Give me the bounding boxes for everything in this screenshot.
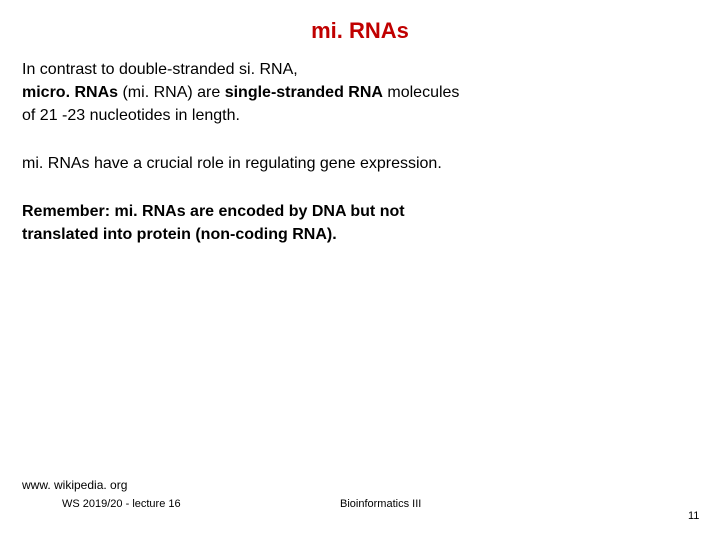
p1-line2-bold1: micro. RNAs [22, 84, 118, 101]
slide-title: mi. RNAs [0, 18, 720, 44]
footer-left-text: WS 2019/20 - lecture 16 [62, 498, 181, 510]
page-number-text: 11 [688, 510, 699, 522]
paragraph-2: mi. RNAs have a crucial role in regulati… [22, 155, 442, 173]
slide: mi. RNAs In contrast to double-stranded … [0, 0, 720, 540]
footer-center: Bioinformatics III [340, 498, 421, 510]
footer-center-text: Bioinformatics III [340, 498, 421, 510]
title-text: mi. RNAs [311, 18, 409, 43]
source-citation: www. wikipedia. org [22, 478, 127, 492]
p3-line1: Remember: mi. RNAs are encoded by DNA bu… [22, 203, 405, 220]
p1-line2-mid: (mi. RNA) are [118, 84, 225, 101]
p3-line2: translated into protein (non-coding RNA)… [22, 226, 337, 243]
footer-left: WS 2019/20 - lecture 16 [62, 498, 181, 510]
source-text: www. wikipedia. org [22, 478, 127, 492]
p1-line2-bold2: single-stranded RNA [225, 84, 383, 101]
p1-line1: In contrast to double-stranded si. RNA, [22, 58, 459, 81]
p1-line2-post: molecules [383, 84, 459, 101]
page-number: 11 [688, 510, 699, 522]
p1-line2: micro. RNAs (mi. RNA) are single-strande… [22, 81, 459, 104]
p2-text: mi. RNAs have a crucial role in regulati… [22, 155, 442, 172]
p1-line3: of 21 -23 nucleotides in length. [22, 104, 459, 127]
paragraph-3: Remember: mi. RNAs are encoded by DNA bu… [22, 200, 405, 246]
paragraph-1: In contrast to double-stranded si. RNA, … [22, 58, 459, 127]
